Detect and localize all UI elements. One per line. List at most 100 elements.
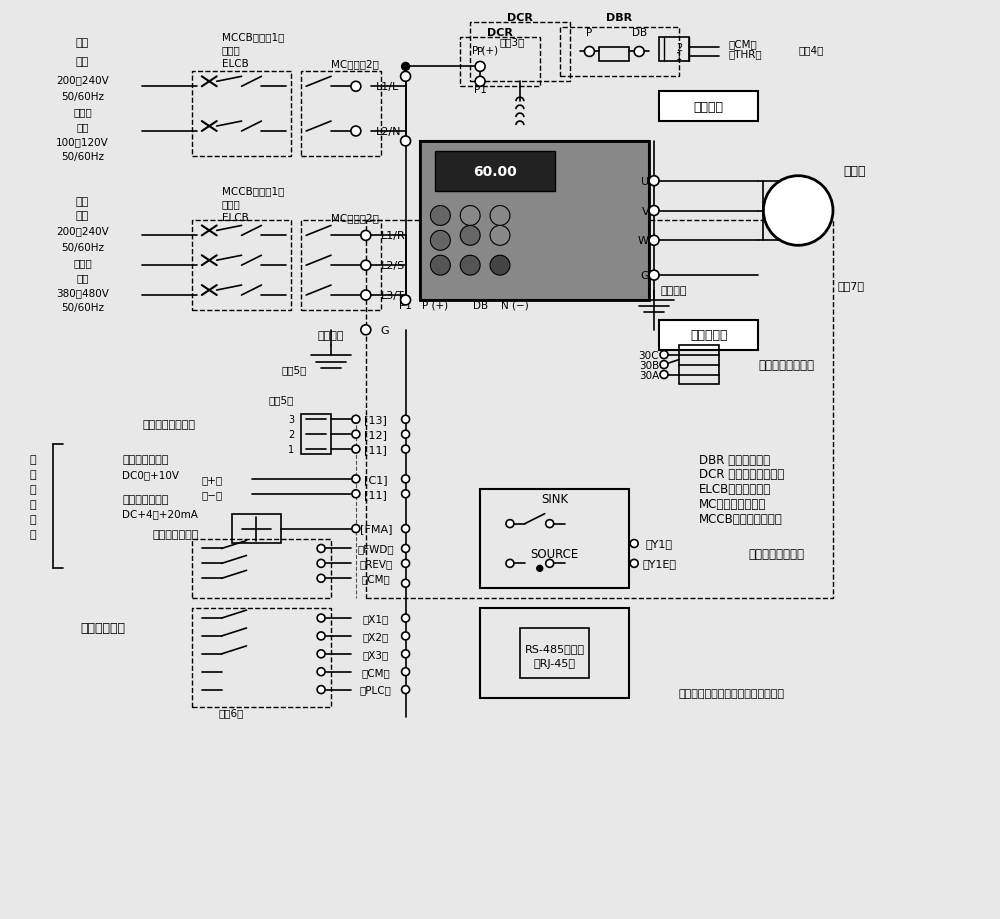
Text: 2: 2 xyxy=(288,430,294,439)
Text: グ: グ xyxy=(30,499,36,509)
Text: 接地端子: 接地端子 xyxy=(661,286,687,296)
Text: MCCB：配線用遮断器: MCCB：配線用遮断器 xyxy=(699,513,783,526)
Text: DBR ：制動抵抗器: DBR ：制動抵抗器 xyxy=(699,453,770,466)
Text: （−）: （−） xyxy=(202,489,223,499)
Text: 設定用電流入力: 設定用電流入力 xyxy=(122,494,169,505)
Text: SINK: SINK xyxy=(541,493,568,505)
Bar xyxy=(659,321,758,350)
Text: デジタル入力: デジタル入力 xyxy=(80,622,125,635)
Text: トランジスタ出力: トランジスタ出力 xyxy=(748,548,804,561)
Circle shape xyxy=(317,668,325,676)
Text: ELCB: ELCB xyxy=(222,213,248,223)
Text: 200〜240V: 200〜240V xyxy=(56,75,109,85)
Circle shape xyxy=(460,206,480,226)
Text: MC　：電磁接触器: MC ：電磁接触器 xyxy=(699,498,766,511)
Bar xyxy=(435,152,555,191)
Text: （REV）: （REV） xyxy=(359,559,392,569)
Text: モータ: モータ xyxy=(843,165,865,178)
Circle shape xyxy=(361,290,371,301)
Text: DB: DB xyxy=(473,301,488,311)
Text: 〈Y1〉: 〈Y1〉 xyxy=(646,539,673,549)
Text: （注4）: （注4） xyxy=(798,45,824,55)
Circle shape xyxy=(649,236,659,246)
Circle shape xyxy=(317,560,325,568)
Bar xyxy=(301,73,381,156)
Bar xyxy=(520,629,589,678)
Text: DCR: DCR xyxy=(507,13,533,23)
Text: ３相: ３相 xyxy=(76,211,89,221)
Bar xyxy=(192,221,291,311)
Text: （CM）: （CM） xyxy=(729,40,757,50)
Circle shape xyxy=(763,176,833,246)
Text: P (+): P (+) xyxy=(472,45,498,55)
Bar xyxy=(659,92,758,122)
Bar xyxy=(480,608,629,698)
Text: MCCB　（注1）: MCCB （注1） xyxy=(222,187,284,197)
Circle shape xyxy=(490,256,510,276)
Text: 30A: 30A xyxy=(639,370,659,380)
Circle shape xyxy=(352,431,360,438)
Circle shape xyxy=(401,296,411,306)
Text: 制御回路部: 制御回路部 xyxy=(690,329,727,342)
Text: P (+): P (+) xyxy=(422,301,448,311)
Circle shape xyxy=(317,632,325,641)
Text: L2/S: L2/S xyxy=(381,261,405,271)
Text: アナログメータ: アナログメータ xyxy=(152,529,198,539)
Bar xyxy=(599,48,629,62)
Text: 200〜240V: 200〜240V xyxy=(56,226,109,236)
Text: 電源: 電源 xyxy=(76,197,89,207)
Circle shape xyxy=(537,566,543,572)
Text: ELCB：漏電遮断器: ELCB：漏電遮断器 xyxy=(699,482,771,495)
Circle shape xyxy=(317,686,325,694)
Text: 30C: 30C xyxy=(639,350,659,360)
Circle shape xyxy=(660,351,668,359)
Bar xyxy=(480,489,629,588)
Text: P1: P1 xyxy=(474,85,487,96)
Circle shape xyxy=(317,545,325,553)
Circle shape xyxy=(402,446,410,454)
Text: P: P xyxy=(477,48,483,57)
Text: （THR）: （THR） xyxy=(729,50,762,60)
Circle shape xyxy=(430,232,450,251)
Bar xyxy=(420,142,649,301)
Text: G: G xyxy=(381,325,389,335)
Text: P1: P1 xyxy=(399,301,412,311)
Text: U: U xyxy=(641,176,649,187)
Text: 力: 力 xyxy=(30,529,36,539)
Text: （注6）: （注6） xyxy=(219,708,244,718)
Text: または: または xyxy=(73,258,92,268)
Bar xyxy=(192,73,291,156)
Circle shape xyxy=(649,271,659,281)
Text: MCCB　（注1）: MCCB （注1） xyxy=(222,32,284,42)
Bar xyxy=(232,514,281,544)
Circle shape xyxy=(351,127,361,137)
Text: RS-485ポート: RS-485ポート xyxy=(525,643,585,653)
Text: 2: 2 xyxy=(676,42,682,52)
Text: W: W xyxy=(638,236,649,246)
Circle shape xyxy=(402,560,410,568)
Circle shape xyxy=(351,82,361,92)
Text: ELCB: ELCB xyxy=(222,60,248,69)
Text: 1: 1 xyxy=(676,52,682,62)
Text: または: または xyxy=(73,107,92,117)
Text: P: P xyxy=(586,28,593,38)
Bar xyxy=(192,539,331,598)
Circle shape xyxy=(361,261,371,271)
Text: （注7）: （注7） xyxy=(838,280,865,290)
Circle shape xyxy=(506,520,514,528)
Circle shape xyxy=(630,540,638,548)
Text: ３相: ３相 xyxy=(76,273,89,283)
Circle shape xyxy=(402,63,410,72)
Text: DBR: DBR xyxy=(606,13,632,23)
Text: （X3）: （X3） xyxy=(363,649,389,659)
Text: ア: ア xyxy=(30,455,36,464)
Text: （RJ-45）: （RJ-45） xyxy=(534,658,576,668)
Circle shape xyxy=(317,650,325,658)
Circle shape xyxy=(660,371,668,379)
Circle shape xyxy=(430,206,450,226)
Circle shape xyxy=(402,525,410,533)
Circle shape xyxy=(649,176,659,187)
Circle shape xyxy=(506,560,514,568)
Text: 電源: 電源 xyxy=(76,38,89,48)
Text: M: M xyxy=(790,202,806,221)
